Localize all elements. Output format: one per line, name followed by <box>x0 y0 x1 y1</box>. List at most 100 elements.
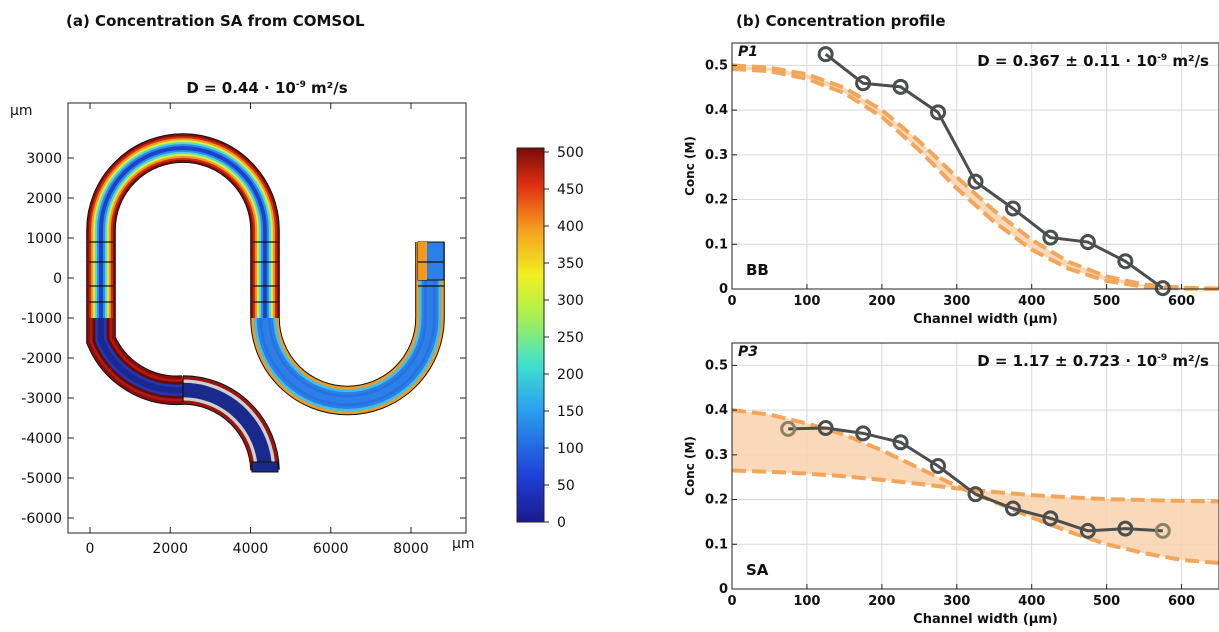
model-uncertainty-band <box>732 65 1219 289</box>
colorbar-tick-label: 500 <box>557 145 584 161</box>
y-tick-label: 3000 <box>26 151 62 167</box>
chart-frame <box>731 342 1219 590</box>
x-tick-label: 400 <box>1018 594 1045 609</box>
y-tick-label: 0.1 <box>705 537 728 552</box>
y-tick-label: 0.3 <box>705 148 728 163</box>
colorbar-tick-label: 400 <box>557 219 584 235</box>
y-tick-label: -1000 <box>21 311 62 327</box>
chart-grid <box>731 43 1219 290</box>
x-axis-label: Channel width (μm) <box>913 612 1058 627</box>
x-tick-label: 0 <box>86 541 95 557</box>
measured-point <box>967 173 984 190</box>
x-tick-label: 600 <box>1168 294 1195 309</box>
channel-fill <box>262 242 433 404</box>
y-tick-label: 1000 <box>26 231 62 247</box>
measured-point <box>930 458 947 474</box>
x-tick-label: 300 <box>943 294 970 309</box>
channel-outlet <box>251 461 279 473</box>
measured-series-line <box>788 426 1163 533</box>
y-tick-label: 0.5 <box>705 358 728 373</box>
y-tick-label: 2000 <box>26 191 62 207</box>
model-lower-line <box>731 66 1219 291</box>
concentration-chart-p3: 0 100 200 300 400 500 600 0 0.1 0.2 0.3 0.4 0.5 Chann… <box>683 342 1219 627</box>
x-tick-label: 100 <box>793 594 820 609</box>
y-tick-label: 0 <box>719 282 728 297</box>
y-tick-label: 0.3 <box>705 448 728 463</box>
x-tick-label: 600 <box>1168 594 1195 609</box>
measured-point <box>1004 500 1021 517</box>
measured-point <box>967 486 984 503</box>
colorbar-tick-label: 300 <box>557 293 584 309</box>
measured-point <box>1042 229 1059 246</box>
y-axis-label: Conc (M) <box>683 136 697 196</box>
measured-point <box>1117 520 1134 537</box>
colorbar-tick-label: 50 <box>557 478 575 494</box>
x-tick-label: 500 <box>1093 594 1120 609</box>
x-tick-label: 100 <box>793 294 820 309</box>
comsol-plot: D = 0.44 · 10-9 m²/s μm μm 0 2000 4000 6000… <box>10 79 584 557</box>
measured-point <box>1079 522 1096 539</box>
measured-series-line <box>824 52 1164 290</box>
model-upper-line <box>731 408 1219 566</box>
y-axis-label: Conc (M) <box>683 436 697 496</box>
species-label: BB <box>746 261 769 279</box>
panel-b-heading: (b) Concentration profile <box>736 12 946 30</box>
x-tick-label: 6000 <box>313 541 349 557</box>
x-tick-label: 300 <box>943 594 970 609</box>
model-upper-line <box>731 63 1219 291</box>
measured-point <box>855 425 872 442</box>
y-tick-label: 0.4 <box>705 403 728 418</box>
channel-fill <box>99 146 267 318</box>
x-tick-label: 0 <box>727 594 736 609</box>
measured-point <box>1079 234 1096 251</box>
channel-geometry <box>86 133 445 473</box>
measured-point <box>817 419 834 436</box>
channel-fill <box>98 318 184 394</box>
y-tick-label: -4000 <box>21 431 62 447</box>
diffusion-annotation: D = 0.367 ± 0.11 · 10-9 m²/s <box>977 52 1209 70</box>
panel-label: P1 <box>738 44 758 60</box>
measured-point <box>1042 510 1059 527</box>
x-tick-label: 0 <box>727 294 736 309</box>
x-tick-label: 8000 <box>393 541 429 557</box>
y-tick-label: 0 <box>719 582 728 597</box>
colorbar-tick-label: 250 <box>557 330 584 346</box>
y-axis-unit: μm <box>10 103 33 119</box>
measured-point <box>892 434 909 451</box>
colorbar-tick-label: 150 <box>557 404 584 420</box>
y-tick-label: -2000 <box>21 351 62 367</box>
concentration-chart-p1: 0 100 200 300 400 500 600 0 0.1 0.2 0.3 0.4 0.5 Chann… <box>683 42 1219 327</box>
model-lower-line <box>731 468 1219 504</box>
x-tick-label: 500 <box>1093 294 1120 309</box>
chart-frame <box>731 42 1219 290</box>
channel-fill <box>182 386 269 471</box>
y-tick-label: 0.2 <box>705 493 728 508</box>
comsol-plot-title: D = 0.44 · 10-9 m²/s <box>186 79 347 97</box>
colorbar-tick-label: 0 <box>557 515 566 531</box>
x-tick-label: 200 <box>868 294 895 309</box>
measured-point <box>1154 280 1171 297</box>
channel-end-band <box>418 242 427 280</box>
panel-label: P3 <box>738 344 758 360</box>
y-tick-label: 0.4 <box>705 103 728 118</box>
panel-a-heading: (a) Concentration SA from COMSOL <box>66 12 365 30</box>
measured-point <box>1117 253 1134 270</box>
y-tick-label: 0.1 <box>705 237 728 252</box>
diffusion-annotation: D = 1.17 ± 0.723 · 10-9 m²/s <box>977 352 1209 370</box>
measured-point <box>780 420 797 437</box>
colorbar-tick-label: 100 <box>557 441 584 457</box>
measured-point <box>892 78 909 95</box>
measured-point <box>930 104 947 121</box>
y-tick-label: -6000 <box>21 511 62 527</box>
x-tick-label: 400 <box>1018 294 1045 309</box>
measured-point <box>855 75 872 92</box>
species-label: SA <box>746 561 769 579</box>
colorbar-tick-label: 200 <box>557 367 584 383</box>
y-tick-label: -5000 <box>21 471 62 487</box>
colorbar-tick-label: 350 <box>557 256 584 272</box>
model-uncertainty-band <box>732 410 1219 564</box>
x-tick-label: 2000 <box>152 541 188 557</box>
x-tick-label: 200 <box>868 594 895 609</box>
colorbar <box>516 147 545 523</box>
